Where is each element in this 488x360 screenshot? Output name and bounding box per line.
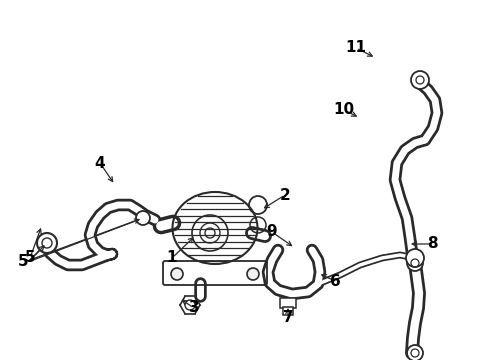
Text: 4: 4	[95, 156, 105, 171]
Bar	[283, 307, 292, 315]
Text: 6: 6	[329, 274, 340, 288]
Text: 1: 1	[166, 251, 177, 266]
Text: 7: 7	[282, 310, 293, 325]
Circle shape	[184, 300, 195, 310]
Text: 8: 8	[426, 237, 436, 252]
Text: 5: 5	[24, 251, 35, 266]
Circle shape	[405, 249, 423, 267]
Text: 2: 2	[279, 188, 290, 202]
Circle shape	[136, 211, 150, 225]
Text: 9: 9	[266, 225, 277, 239]
Circle shape	[171, 268, 183, 280]
Text: 3: 3	[188, 301, 199, 315]
Circle shape	[410, 71, 428, 89]
Circle shape	[406, 345, 422, 360]
Circle shape	[406, 255, 422, 271]
Circle shape	[246, 268, 259, 280]
Bar	[280, 298, 295, 308]
Text: 5: 5	[18, 255, 28, 270]
Text: 10: 10	[333, 103, 354, 117]
Text: 11: 11	[345, 40, 366, 55]
Circle shape	[37, 233, 57, 253]
